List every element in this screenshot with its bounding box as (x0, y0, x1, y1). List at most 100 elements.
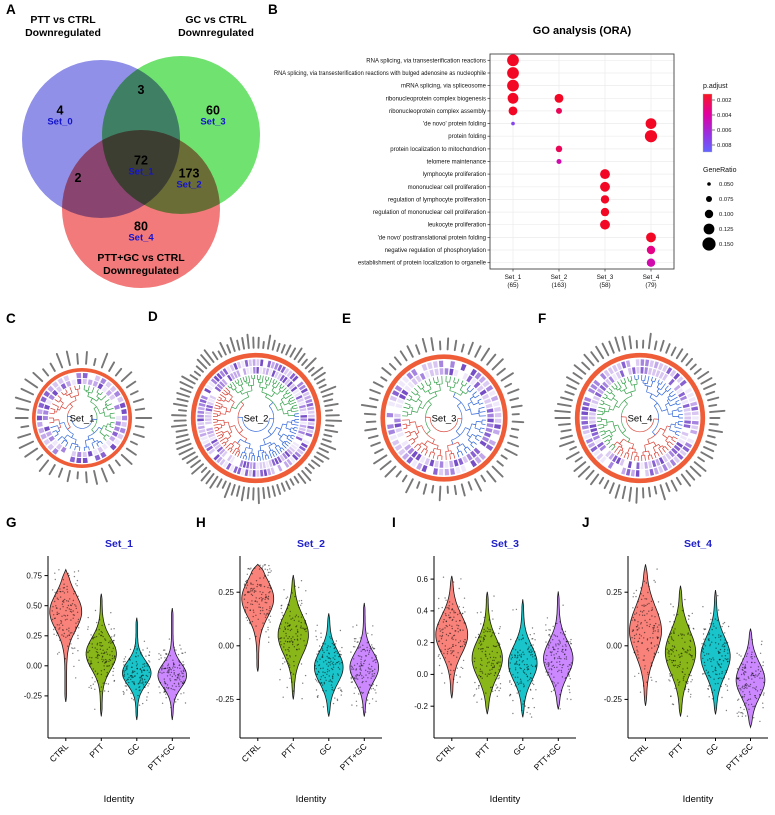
venn-region-set2: 173 Set_2 (176, 167, 201, 192)
panel-label-h: H (196, 515, 206, 530)
venn-title-gc: GC vs CTRL Downregulated (178, 14, 254, 40)
venn-count: 4 (56, 103, 64, 118)
venn-circle-pttgc (62, 130, 220, 288)
go-col-label: Set_4 (643, 274, 660, 281)
x-tick-label: PTT (87, 741, 105, 759)
violin (85, 593, 117, 717)
panel-label-a: A (6, 2, 16, 17)
venn-region-ptt-pttgc: 2 (75, 171, 82, 185)
x-tick-label: GC (317, 741, 333, 757)
go-col-count: (163) (552, 282, 567, 289)
y-tick-label: -0.25 (216, 695, 235, 704)
svg-text:0.002: 0.002 (717, 98, 732, 104)
go-col-label: Set_3 (597, 274, 614, 281)
svg-text:0.075: 0.075 (719, 197, 734, 203)
x-tick-label: PTT+GC (146, 741, 177, 772)
x-tick-label: GC (511, 741, 527, 757)
y-tick-label: -0.2 (414, 702, 428, 711)
y-tick-label: -0.25 (604, 695, 623, 704)
venn-region-set1: 72 Set_1 (128, 154, 153, 179)
x-tick-label: CTRL (433, 741, 456, 764)
panel-label-j: J (582, 515, 590, 530)
go-col-count: (58) (599, 282, 610, 289)
x-axis-label: Identity (296, 794, 327, 805)
svg-text:0.050: 0.050 (719, 182, 734, 188)
venn-region-set3: 60 Set_3 (200, 104, 225, 129)
x-tick-label: GC (125, 741, 141, 757)
venn-region-set4: 80 Set_4 (128, 220, 153, 245)
go-col-count: (65) (507, 282, 518, 289)
y-tick-label: 0.2 (417, 638, 429, 647)
violin (471, 591, 503, 715)
circos-outer-ring (574, 352, 706, 484)
x-tick-label: GC (704, 741, 720, 757)
jitter-points (243, 564, 272, 643)
violin-title: Set_3 (491, 538, 519, 550)
venn-region-ptt-gc: 3 (138, 83, 145, 97)
svg-text:0.150: 0.150 (719, 242, 734, 248)
venn-set-label: Set_1 (128, 166, 154, 178)
venn-title-ptt: PTT vs CTRL Downregulated (25, 14, 101, 40)
go-dot (600, 195, 610, 204)
violin-panel-Set_3: Set_3 0.6 0.4 0.2 0.0 -0.2 CTRL PTT GC PTT+GC Iden… (414, 538, 576, 805)
jitter-points (736, 639, 765, 723)
violin (241, 563, 275, 672)
go-dot (644, 130, 658, 143)
venn-set-label: Set_2 (176, 179, 202, 191)
go-dot (646, 245, 656, 255)
circos-Set_1: Set_1 (14, 350, 153, 485)
venn-count: 72 (134, 153, 148, 168)
violin-title: Set_2 (297, 538, 325, 550)
y-tick-label: 0.00 (26, 662, 42, 671)
jitter-points (122, 640, 151, 706)
panel-label-e: E (342, 311, 352, 326)
venn-diagram: PTT vs CTRL Downregulated GC vs CTRL Downr… (8, 6, 273, 306)
y-tick-label: 0.75 (26, 571, 42, 580)
circos-set-label: Set_1 (70, 414, 95, 425)
x-axis-label: Identity (490, 794, 521, 805)
jitter-points (87, 609, 116, 710)
go-dot (600, 181, 610, 192)
violin-title: Set_1 (105, 538, 133, 550)
go-term-label: mononuclear cell proliferation (408, 185, 486, 191)
panel-label-f: F (538, 311, 547, 326)
go-term-label: regulation of mononuclear cell prolifera… (373, 210, 486, 216)
x-tick-label: PTT (473, 741, 491, 759)
go-dot (507, 67, 519, 79)
panel-label-c: C (6, 311, 16, 326)
go-dot (600, 169, 610, 180)
panel-label-d: D (148, 309, 158, 324)
violin-title: Set_4 (684, 538, 712, 550)
go-term-label: protein folding (448, 134, 486, 140)
jitter-points (701, 595, 730, 712)
jitter-points (631, 568, 660, 693)
go-dot (507, 92, 519, 104)
circos-Set_4: Set_4 (554, 332, 726, 504)
panel-label-b: B (268, 2, 278, 17)
venn-title-line: GC vs CTRL (185, 14, 247, 26)
y-tick-label: 0.00 (218, 642, 234, 651)
svg-text:0.125: 0.125 (719, 227, 734, 233)
circos-Set_2: Set_2 (170, 333, 343, 505)
svg-text:0.004: 0.004 (717, 113, 732, 119)
violin (629, 564, 662, 706)
x-tick-label: CTRL (627, 741, 650, 764)
go-dot (554, 93, 564, 103)
y-tick-label: 0.25 (606, 588, 622, 597)
go-term-label: mRNA splicing, via spliceosome (401, 84, 487, 90)
go-term-label: regulation of lymphocyte proliferation (388, 197, 486, 203)
x-tick-label: PTT+GC (724, 741, 755, 772)
violin (543, 591, 574, 710)
go-term-label: 'de novo' posttranslational protein fold… (378, 235, 486, 241)
venn-title-line: PTT vs CTRL (30, 14, 96, 26)
jitter-points (666, 598, 695, 717)
jitter-points (350, 624, 378, 713)
venn-set-label: Set_0 (47, 116, 73, 128)
go-term-label: ribonucleoprotein complex assembly (389, 109, 486, 115)
violin (349, 602, 380, 717)
circos-outer-ring (190, 352, 322, 484)
circos-set-label: Set_2 (244, 414, 269, 425)
jitter-points (158, 638, 187, 709)
